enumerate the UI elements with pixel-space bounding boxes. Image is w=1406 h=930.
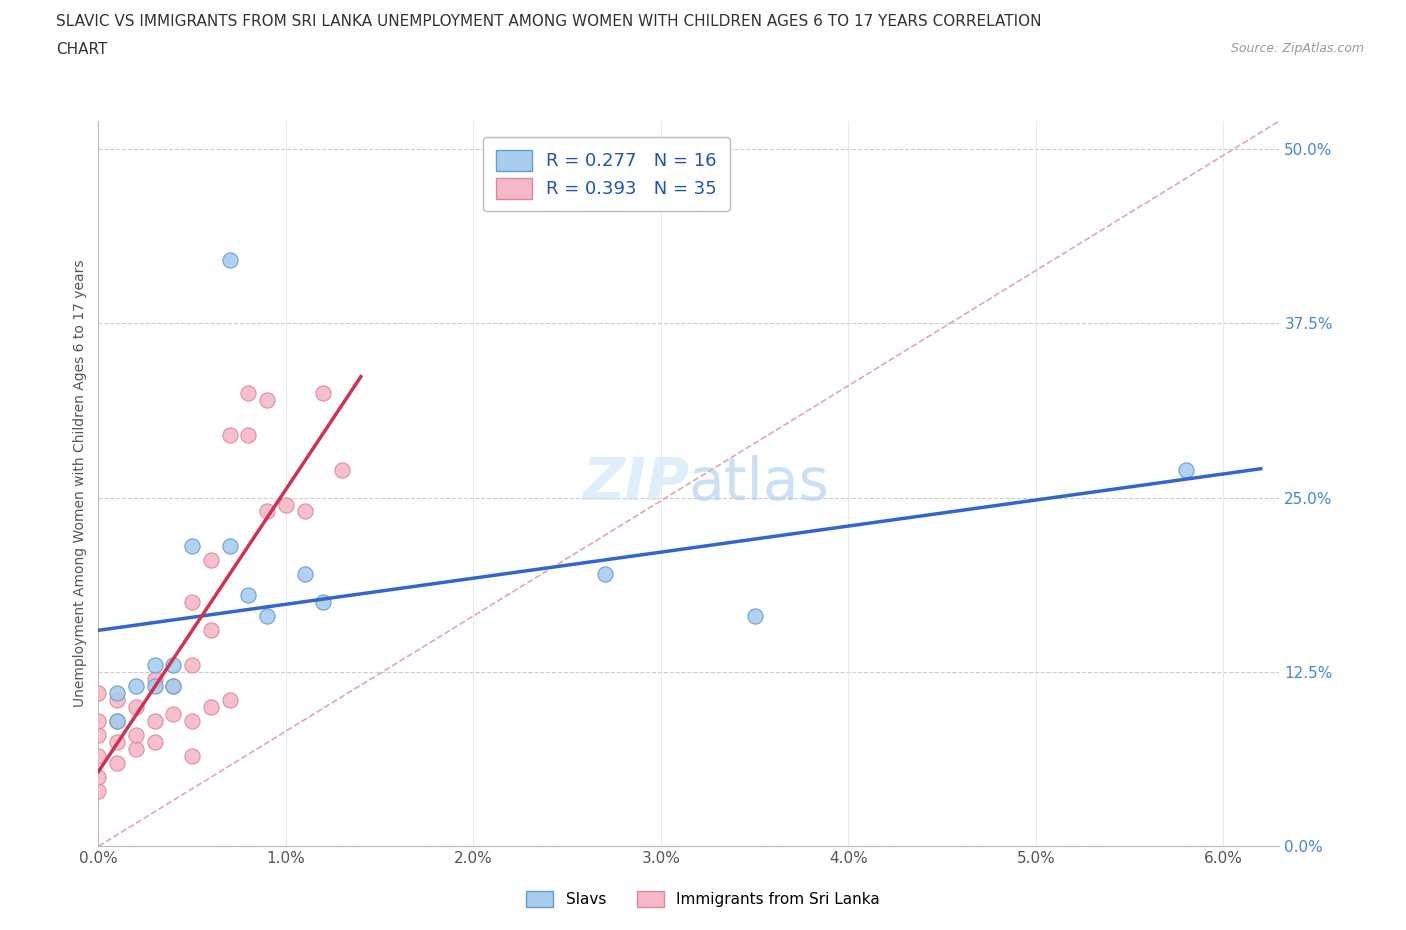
Point bbox=[162, 707, 184, 722]
Point bbox=[87, 727, 110, 742]
Point bbox=[294, 504, 316, 519]
Point bbox=[105, 735, 128, 750]
Point bbox=[238, 428, 260, 443]
Point bbox=[143, 671, 166, 686]
Point bbox=[105, 713, 128, 728]
Point bbox=[181, 595, 204, 610]
Legend: R = 0.277   N = 16, R = 0.393   N = 35: R = 0.277 N = 16, R = 0.393 N = 35 bbox=[484, 138, 730, 211]
Point bbox=[200, 699, 222, 714]
Point bbox=[143, 658, 166, 672]
Point bbox=[312, 386, 335, 401]
Point bbox=[1174, 462, 1197, 477]
Point bbox=[125, 699, 148, 714]
Point bbox=[87, 748, 110, 763]
Point bbox=[87, 685, 110, 700]
Point bbox=[593, 567, 616, 582]
Point bbox=[218, 539, 240, 554]
Point bbox=[143, 735, 166, 750]
Point bbox=[181, 539, 204, 554]
Point bbox=[200, 553, 222, 568]
Point bbox=[294, 567, 316, 582]
Text: CHART: CHART bbox=[56, 42, 108, 57]
Point bbox=[218, 428, 240, 443]
Point bbox=[274, 498, 297, 512]
Point bbox=[125, 679, 148, 694]
Point bbox=[200, 623, 222, 638]
Point bbox=[256, 609, 278, 624]
Y-axis label: Unemployment Among Women with Children Ages 6 to 17 years: Unemployment Among Women with Children A… bbox=[73, 259, 87, 708]
Point bbox=[238, 588, 260, 603]
Text: SLAVIC VS IMMIGRANTS FROM SRI LANKA UNEMPLOYMENT AMONG WOMEN WITH CHILDREN AGES : SLAVIC VS IMMIGRANTS FROM SRI LANKA UNEM… bbox=[56, 14, 1042, 29]
Point bbox=[162, 679, 184, 694]
Point bbox=[218, 253, 240, 268]
Point bbox=[143, 713, 166, 728]
Point bbox=[105, 692, 128, 708]
Point bbox=[744, 609, 766, 624]
Point bbox=[87, 713, 110, 728]
Point bbox=[87, 769, 110, 784]
Text: ZIP: ZIP bbox=[582, 455, 689, 512]
Point bbox=[181, 748, 204, 763]
Point bbox=[312, 595, 335, 610]
Point bbox=[125, 741, 148, 756]
Point bbox=[218, 692, 240, 708]
Point bbox=[162, 679, 184, 694]
Legend: Slavs, Immigrants from Sri Lanka: Slavs, Immigrants from Sri Lanka bbox=[520, 884, 886, 913]
Text: atlas: atlas bbox=[689, 455, 830, 512]
Point bbox=[105, 713, 128, 728]
Point bbox=[143, 679, 166, 694]
Point bbox=[330, 462, 353, 477]
Point bbox=[162, 658, 184, 672]
Point bbox=[105, 685, 128, 700]
Point bbox=[87, 783, 110, 798]
Point bbox=[238, 386, 260, 401]
Point bbox=[181, 713, 204, 728]
Point bbox=[256, 504, 278, 519]
Text: Source: ZipAtlas.com: Source: ZipAtlas.com bbox=[1230, 42, 1364, 55]
Point bbox=[256, 392, 278, 407]
Point bbox=[105, 755, 128, 770]
Point bbox=[125, 727, 148, 742]
Point bbox=[181, 658, 204, 672]
